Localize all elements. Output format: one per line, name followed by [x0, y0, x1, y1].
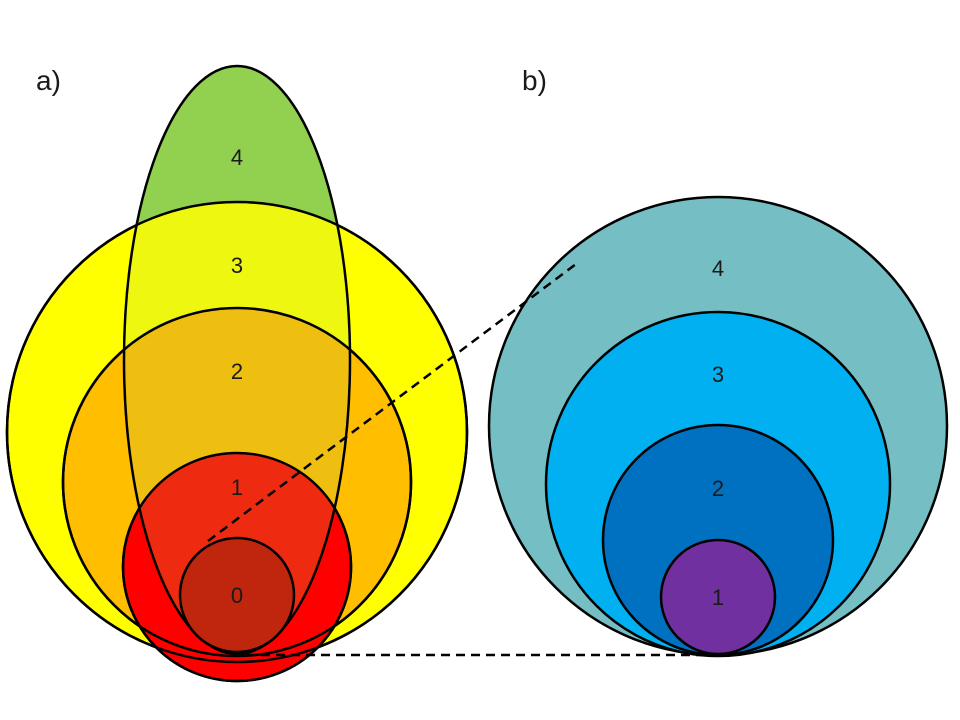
level-a-3-label: 3 — [231, 253, 243, 278]
level-b-3-label: 3 — [712, 362, 724, 387]
level-a-4-label: 4 — [231, 145, 243, 170]
level-b-1-label: 1 — [712, 585, 724, 610]
panel-a-label: a) — [36, 65, 61, 96]
panel-b-label: b) — [522, 65, 547, 96]
zoom-connector-upper — [207, 263, 577, 542]
level-a-2-label: 2 — [231, 359, 243, 384]
outline-a-1 — [121, 451, 353, 683]
level-a-0-label: 0 — [231, 583, 243, 608]
outline-a-3 — [5, 200, 469, 664]
region-a-0-circle — [178, 536, 296, 654]
level-b-4-label: 4 — [712, 256, 724, 281]
panel-b: 1 2 3 4 — [487, 195, 949, 658]
level-b-2-label: 2 — [712, 476, 724, 501]
outline-a-4-ellipse — [122, 64, 352, 656]
level-a-1-label: 1 — [231, 475, 243, 500]
outline-a-2 — [61, 306, 413, 658]
region-b-1-circle — [659, 538, 777, 656]
panel-a: 0 1 2 3 4 — [5, 64, 469, 683]
